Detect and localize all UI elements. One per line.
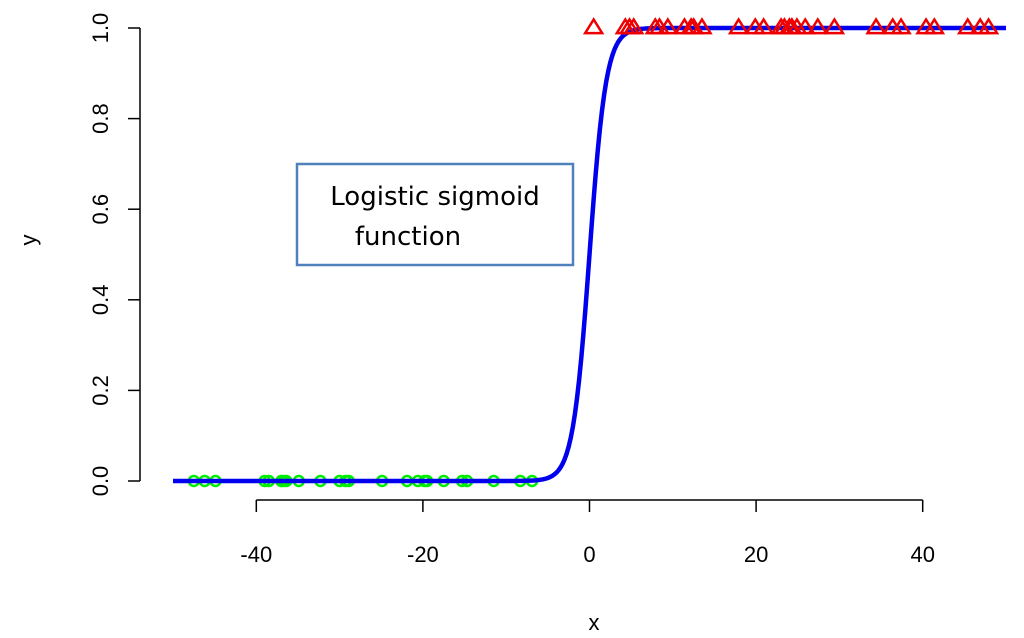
data-point-class-1 — [890, 17, 912, 35]
y-axis: 0.0 0.2 0.4 0.6 0.8 1.0 — [88, 13, 141, 497]
data-point-class-1 — [977, 17, 1000, 35]
data-point-class-1 — [823, 17, 846, 35]
y-tick-label: 1.0 — [88, 13, 113, 44]
y-tick-label: 0.2 — [88, 375, 113, 406]
x-tick-label: 40 — [910, 542, 934, 567]
y-tick-label: 0.8 — [88, 103, 113, 134]
annotation-box: Logistic sigmoid function — [295, 162, 575, 267]
data-point-class-1 — [582, 17, 605, 35]
sigmoid-curve — [173, 25, 1006, 484]
data-point-class-1 — [727, 17, 750, 35]
red-points — [582, 17, 1000, 35]
y-tick-label: 0.0 — [88, 466, 113, 497]
x-tick-label: 0 — [583, 542, 595, 567]
x-tick-label: -40 — [240, 542, 272, 567]
y-tick-label: 0.4 — [88, 285, 113, 316]
annotation-line-2: function — [355, 222, 461, 252]
x-axis: -40 -20 0 20 40 — [240, 499, 935, 567]
x-axis-label: x — [589, 610, 600, 635]
data-point-class-1 — [806, 17, 829, 35]
data-point-class-1 — [622, 17, 645, 35]
data-point-class-1 — [923, 17, 946, 35]
data-point-class-1 — [657, 17, 679, 35]
data-point-class-1 — [865, 17, 887, 35]
y-tick-label: 0.6 — [88, 194, 113, 225]
data-point-class-1 — [956, 17, 979, 35]
data-point-class-1 — [752, 17, 775, 35]
x-tick-label: -20 — [407, 542, 439, 567]
y-axis-label: y — [16, 235, 41, 246]
annotation-line-1: Logistic sigmoid — [330, 182, 539, 212]
data-point-class-1 — [794, 17, 817, 35]
x-tick-label: 20 — [744, 542, 768, 567]
data-point-class-1 — [691, 17, 713, 35]
